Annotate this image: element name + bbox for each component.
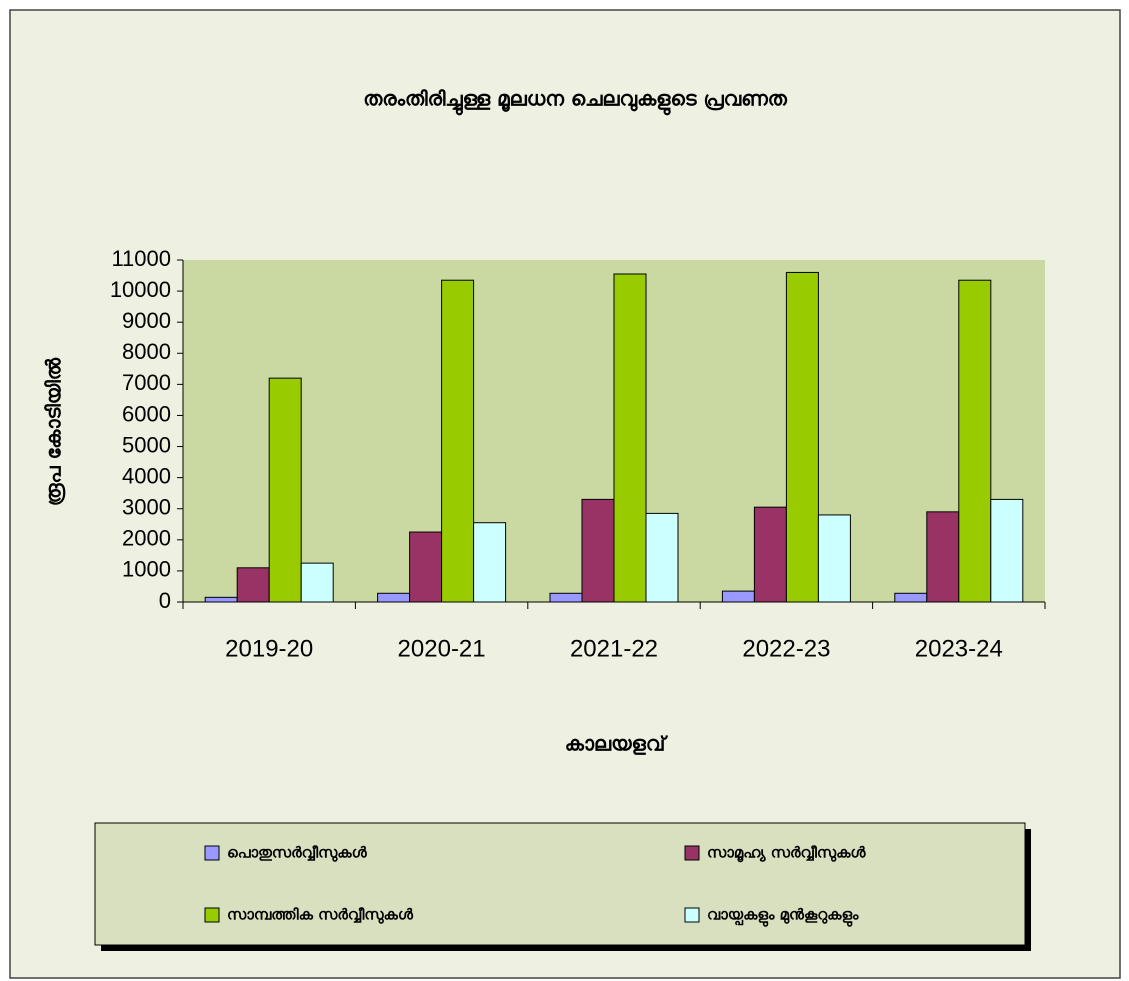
- bar: [817, 514, 851, 603]
- legend-label: സാമൂഹ്യ സർവ്വീസുകൾ: [707, 844, 866, 864]
- legend: [94, 822, 1026, 946]
- bar: [581, 498, 615, 603]
- bar: [549, 592, 583, 603]
- legend-swatch: [204, 845, 220, 861]
- y-axis-label: രൂപ കോടിയിൽ: [42, 357, 66, 506]
- x-tick-label: 2022-23: [742, 635, 830, 662]
- y-tick-label: 7000: [122, 370, 171, 395]
- legend-swatch: [684, 907, 700, 923]
- bar: [721, 590, 755, 603]
- bar: [645, 512, 679, 603]
- x-tick-label: 2020-21: [398, 635, 486, 662]
- x-tick-label: 2019-20: [225, 635, 313, 662]
- y-tick-label: 11000: [111, 246, 171, 271]
- legend-label: സാമ്പത്തിക സർവ്വീസുകൾ: [227, 906, 414, 925]
- legend-swatch: [684, 845, 700, 861]
- y-tick-label: 5000: [122, 432, 171, 457]
- y-tick-label: 9000: [122, 308, 171, 333]
- y-tick-label: 0: [159, 588, 171, 613]
- y-tick-label: 6000: [122, 401, 171, 426]
- bar: [926, 511, 960, 603]
- y-tick-label: 3000: [122, 495, 171, 520]
- y-tick-label: 2000: [122, 526, 171, 551]
- x-axis-label: കാലയളവ്: [565, 732, 669, 756]
- bar: [753, 506, 787, 603]
- x-tick-label: 2021-22: [570, 635, 658, 662]
- bar: [785, 271, 819, 603]
- bar: [300, 562, 334, 603]
- bar: [441, 279, 475, 603]
- bar: [613, 273, 647, 603]
- bar: [990, 498, 1024, 603]
- y-tick-label: 1000: [122, 557, 171, 582]
- x-tick-label: 2023-24: [915, 635, 1003, 662]
- legend-label: പൊതുസർവ്വീസുകൾ: [227, 844, 368, 863]
- y-tick-label: 8000: [122, 339, 171, 364]
- bar: [894, 592, 928, 603]
- y-tick-label: 10000: [110, 277, 171, 302]
- bar: [409, 531, 443, 603]
- bar: [958, 279, 992, 603]
- legend-swatch: [204, 907, 220, 923]
- legend-label: വായ്പകളും മുൻകൂറുകളും: [707, 906, 859, 929]
- bar: [268, 377, 302, 603]
- bar: [377, 592, 411, 603]
- bar: [204, 596, 238, 603]
- bar: [473, 522, 507, 603]
- bar: [236, 567, 270, 603]
- y-tick-label: 4000: [122, 463, 171, 488]
